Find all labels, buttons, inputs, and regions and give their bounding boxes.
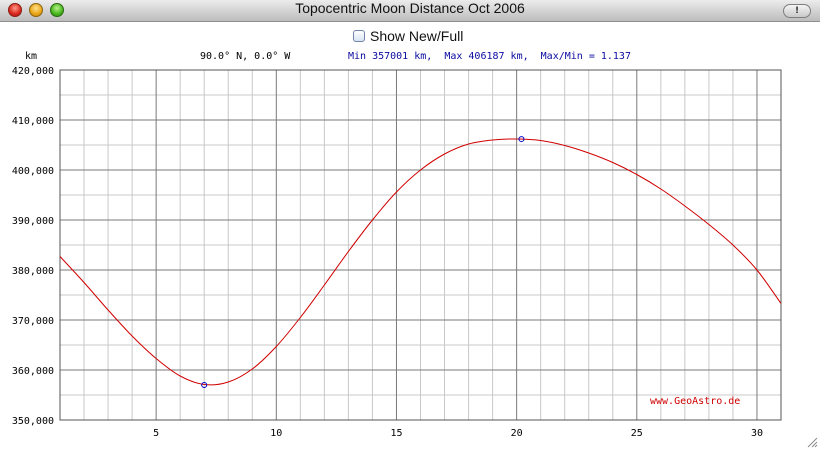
minimize-button[interactable]: – [29,3,43,17]
resize-grip-icon[interactable] [807,437,818,448]
y-tick-label: 400,000 [12,166,54,177]
close-button[interactable]: × [8,3,22,17]
zoom-button[interactable]: + [50,3,64,17]
x-tick-label: 5 [153,428,159,439]
series-layer [59,138,782,386]
y-tick-label: 350,000 [12,416,54,427]
max-marker [518,136,525,143]
min-max-summary: Min 357001 km, Max 406187 km, Max/Min = … [348,51,631,62]
y-tick-label: 410,000 [12,116,54,127]
x-tick-label: 15 [390,428,402,439]
title-bar: × – + Topocentric Moon Distance Oct 2006… [0,0,820,22]
y-tick-label: 360,000 [12,366,54,377]
location-label: 90.0° N, 0.0° W [200,51,291,62]
x-tick-label: 20 [511,428,523,439]
y-tick-label: 380,000 [12,266,54,277]
show-new-full-label[interactable]: Show New/Full [370,28,464,44]
credit-link[interactable]: www.GeoAstro.de [650,396,741,407]
x-tick-label: 10 [270,428,282,439]
show-new-full-checkbox[interactable] [353,30,365,42]
y-unit-label: km [25,51,38,62]
distance-series-line [59,138,782,386]
window-title: Topocentric Moon Distance Oct 2006 [295,0,525,16]
x-tick-label: 30 [751,428,763,439]
y-tick-label: 420,000 [12,66,54,77]
toolbar-toggle-button[interactable]: ! [783,4,811,18]
y-axis-ticks: 350,000 360,000 370,000 380,000 390,000 400,0… [12,66,54,427]
marker-layer [201,136,525,388]
plot-frame [59,69,782,421]
y-tick-label: 390,000 [12,216,54,227]
y-tick-label: 370,000 [12,316,54,327]
x-axis-ticks: 5 10 15 20 25 30 [153,428,763,439]
x-tick-label: 25 [631,428,643,439]
show-new-full-control[interactable]: Show New/Full [353,27,463,45]
min-marker [201,381,208,388]
minor-grid [59,70,782,420]
alert-icon: ! [794,6,800,16]
